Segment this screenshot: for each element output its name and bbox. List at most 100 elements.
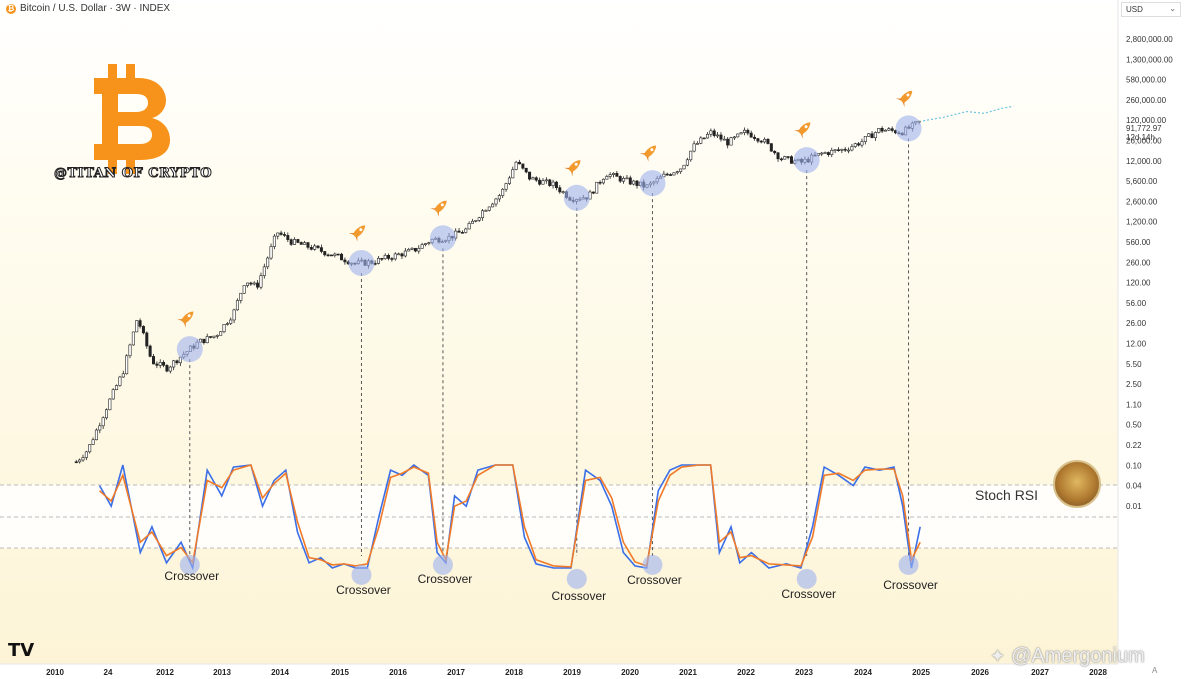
candle-body (779, 158, 783, 161)
candle-body (420, 244, 424, 249)
projection-line (922, 105, 1014, 122)
candle-body (410, 247, 414, 250)
y-tick-label: 1,300,000.00 (1126, 55, 1173, 64)
auto-scale-toggle[interactable]: A (1152, 666, 1158, 675)
candle-body (484, 210, 488, 212)
x-axis-panel (0, 664, 1188, 679)
candle-body (470, 220, 474, 224)
rsi-band-fill (0, 485, 1118, 548)
candle-body (407, 249, 411, 252)
candle-body (131, 331, 135, 346)
x-tick-label: 2024 (854, 668, 872, 677)
candle-body (403, 250, 407, 257)
candle-body (843, 148, 847, 151)
candle-body (289, 239, 293, 245)
y-tick-label: 120.00 (1126, 279, 1151, 288)
author-avatar[interactable] (1053, 460, 1101, 508)
candle-body (873, 132, 877, 139)
candle-body (323, 251, 327, 256)
bitcoin-icon: ₿ (6, 3, 16, 14)
candle-body (296, 239, 300, 243)
candle-body (158, 362, 162, 366)
candle-body (276, 232, 280, 237)
candle-body (427, 242, 431, 244)
candle-body (625, 177, 629, 180)
candle-body (753, 136, 757, 139)
chart-title: Bitcoin / U.S. Dollar · 3W · INDEX (20, 3, 171, 14)
candle-body (736, 133, 740, 138)
x-tick-label: 2022 (737, 668, 755, 677)
currency-select[interactable]: USD ⌄ (1121, 2, 1181, 17)
highlight-circle (639, 170, 666, 197)
candle-body (548, 179, 552, 186)
indicator-label: Stoch RSI (975, 487, 1039, 503)
candle-body (598, 181, 602, 184)
candle-body (222, 324, 226, 333)
candle-body (675, 171, 679, 174)
candle-body (491, 203, 495, 208)
candle-body (742, 129, 746, 133)
candle-body (205, 336, 209, 344)
tradingview-logo[interactable]: TV (8, 640, 35, 661)
crossover-circle (898, 554, 919, 575)
crossover-label: Crossover (883, 578, 938, 592)
candle-body (887, 128, 891, 131)
candle-body (622, 177, 626, 182)
y-tick-label: 2,800,000.00 (1126, 35, 1173, 44)
y-tick-label: 1.10 (1126, 400, 1142, 409)
candle-body (685, 159, 689, 166)
candle-body (528, 171, 532, 180)
candle-body (776, 152, 780, 160)
x-tick-label: 2023 (795, 668, 813, 677)
candle-body (521, 163, 525, 169)
candle-body (481, 210, 485, 219)
candle-body (272, 235, 276, 247)
candle-body (561, 191, 565, 194)
candle-body (329, 254, 333, 257)
candle-body (682, 164, 686, 170)
candle-body (870, 133, 874, 139)
candle-body (125, 355, 129, 375)
candle-body (538, 179, 542, 185)
candle-body (467, 223, 471, 230)
y-tick-label: 2,600.00 (1126, 197, 1158, 206)
candle-body (460, 232, 464, 234)
candle-body (387, 254, 391, 259)
candle-body (293, 239, 297, 245)
y-tick-label: 1,200.00 (1126, 218, 1158, 227)
candle-body (256, 282, 260, 288)
y-tick-label: 120,000.00 (1126, 116, 1167, 125)
candle-body (464, 228, 468, 233)
candle-body (175, 360, 179, 364)
candle-body (665, 173, 669, 176)
x-tick-label: 2010 (46, 668, 64, 677)
x-tick-label: 2019 (563, 668, 581, 677)
candle-body (390, 258, 394, 260)
y-tick-label: 0.04 (1126, 482, 1142, 491)
candle-body (309, 247, 313, 250)
candle-body (343, 259, 347, 263)
candle-body (789, 156, 793, 164)
candle-body (689, 150, 693, 161)
x-tick-label: 2021 (679, 668, 697, 677)
y-tick-label: 560.00 (1126, 238, 1151, 247)
candle-body (883, 129, 887, 132)
candle-body (88, 444, 92, 453)
candle-body (504, 183, 508, 190)
rocket-icon (794, 122, 811, 139)
candle-body (702, 137, 706, 140)
candle-body (286, 235, 290, 240)
candle-body (615, 172, 619, 177)
currency-value: USD (1126, 5, 1143, 14)
candle-body (138, 320, 142, 327)
candle-body (162, 362, 166, 366)
candle-body (202, 338, 206, 344)
candle-body (380, 258, 384, 260)
candle-body (225, 323, 229, 325)
candle-body (84, 451, 88, 458)
rocket-icon (895, 90, 913, 108)
candle-body (249, 282, 253, 285)
candle-body (145, 332, 149, 347)
candle-body (104, 409, 108, 419)
